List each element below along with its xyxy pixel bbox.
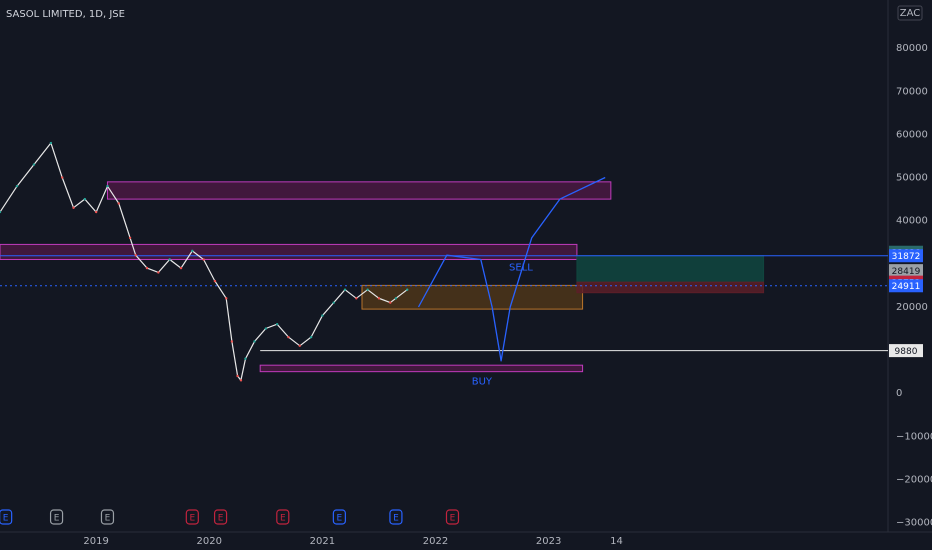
earnings-event-label: E [280,514,286,524]
price-point [128,236,132,240]
earnings-event-label: E [54,514,60,524]
chart-title: SASOL LIMITED, 1D, JSE [6,9,125,20]
stop-zone[interactable] [576,281,765,294]
earnings-event-label: E [3,514,9,524]
earnings-event-marker[interactable] [0,509,13,525]
y-tick-label: 40000 [896,216,928,227]
price-point [61,176,64,179]
y-tick-label: 0 [896,388,902,399]
upper-resistance-zone[interactable] [106,181,612,200]
price-point [202,258,205,261]
price-point [179,266,183,270]
price-point [94,210,98,214]
x-tick-label: 2019 [83,536,108,547]
price-point [117,202,120,205]
price-badge [889,344,923,358]
earnings-event-label: E [337,514,343,524]
price-badge-label: 31872 [892,252,921,262]
buy-support-zone[interactable] [259,364,584,373]
annotation-sell: SELL [509,262,533,273]
x-tick-label: 2020 [197,536,222,547]
price-point [0,210,2,214]
earnings-event-marker[interactable] [185,509,199,525]
y-tick-label: −20000 [896,474,932,485]
price-point [225,297,228,300]
price-point [377,297,381,300]
earnings-event-marker[interactable] [332,509,346,525]
price-point [230,340,234,343]
price-badge-label: 9880 [895,347,918,357]
price-point [191,249,194,253]
price-point [157,271,160,274]
y-tick-label: 60000 [896,129,928,140]
projection-path[interactable] [417,176,606,362]
price-point [389,301,392,304]
profit-zone[interactable] [576,255,765,283]
price-point [83,197,87,201]
price-badge-label: 24911 [892,282,921,292]
price-point [49,141,53,145]
earnings-event-marker[interactable] [100,509,115,525]
y-tick-label: 20000 [896,302,928,313]
price-point [275,323,279,326]
price-point [343,288,347,291]
price-point [106,184,109,188]
earnings-event-marker[interactable] [276,509,290,525]
price-point [287,335,290,339]
price-point [298,344,301,347]
y-tick-label: −10000 [896,431,932,442]
price-point [236,374,239,378]
earnings-event-label: E [189,514,195,524]
annotation-buy: BUY [472,377,493,388]
y-tick-label: 80000 [896,43,928,54]
earnings-event-label: E [218,514,224,524]
price-point [72,206,75,209]
price-point [15,184,19,188]
earnings-event-label: E [105,514,111,524]
price-point [168,258,171,261]
price-point [406,288,409,291]
currency-label: ZAC [900,8,921,19]
x-tick-label: 2022 [423,536,448,547]
earnings-event-marker[interactable] [213,509,228,525]
y-tick-label: −30000 [896,518,932,529]
price-point [239,379,243,382]
y-tick-label: 50000 [896,173,928,184]
price-point [32,163,36,166]
x-tick-label: 2021 [310,536,335,547]
price-point [213,279,217,283]
price-point [244,357,247,360]
y-tick-label: 70000 [896,86,928,97]
price-badge [889,264,923,278]
price-badge-label: 28419 [892,267,921,277]
earnings-event-label: E [450,514,456,524]
price-point [355,297,358,300]
earnings-event-label: E [393,514,399,524]
earnings-event-marker[interactable] [49,509,64,525]
mid-resistance-zone[interactable] [0,243,578,261]
price-point [134,253,137,257]
x-tick-label: 2023 [536,536,561,547]
price-badge [889,279,923,293]
price-point [264,327,268,330]
price-point [366,288,369,291]
price-point [321,314,324,317]
price-point [253,340,256,343]
x-tick-label: 14 [610,536,623,547]
consolidation-zone[interactable] [361,284,584,310]
earnings-event-marker[interactable] [445,509,460,525]
price-point [145,266,149,270]
price-point [309,335,313,339]
price-badge [889,249,923,263]
price-point [332,301,335,304]
price-point [394,297,398,300]
earnings-event-marker[interactable] [389,509,403,525]
